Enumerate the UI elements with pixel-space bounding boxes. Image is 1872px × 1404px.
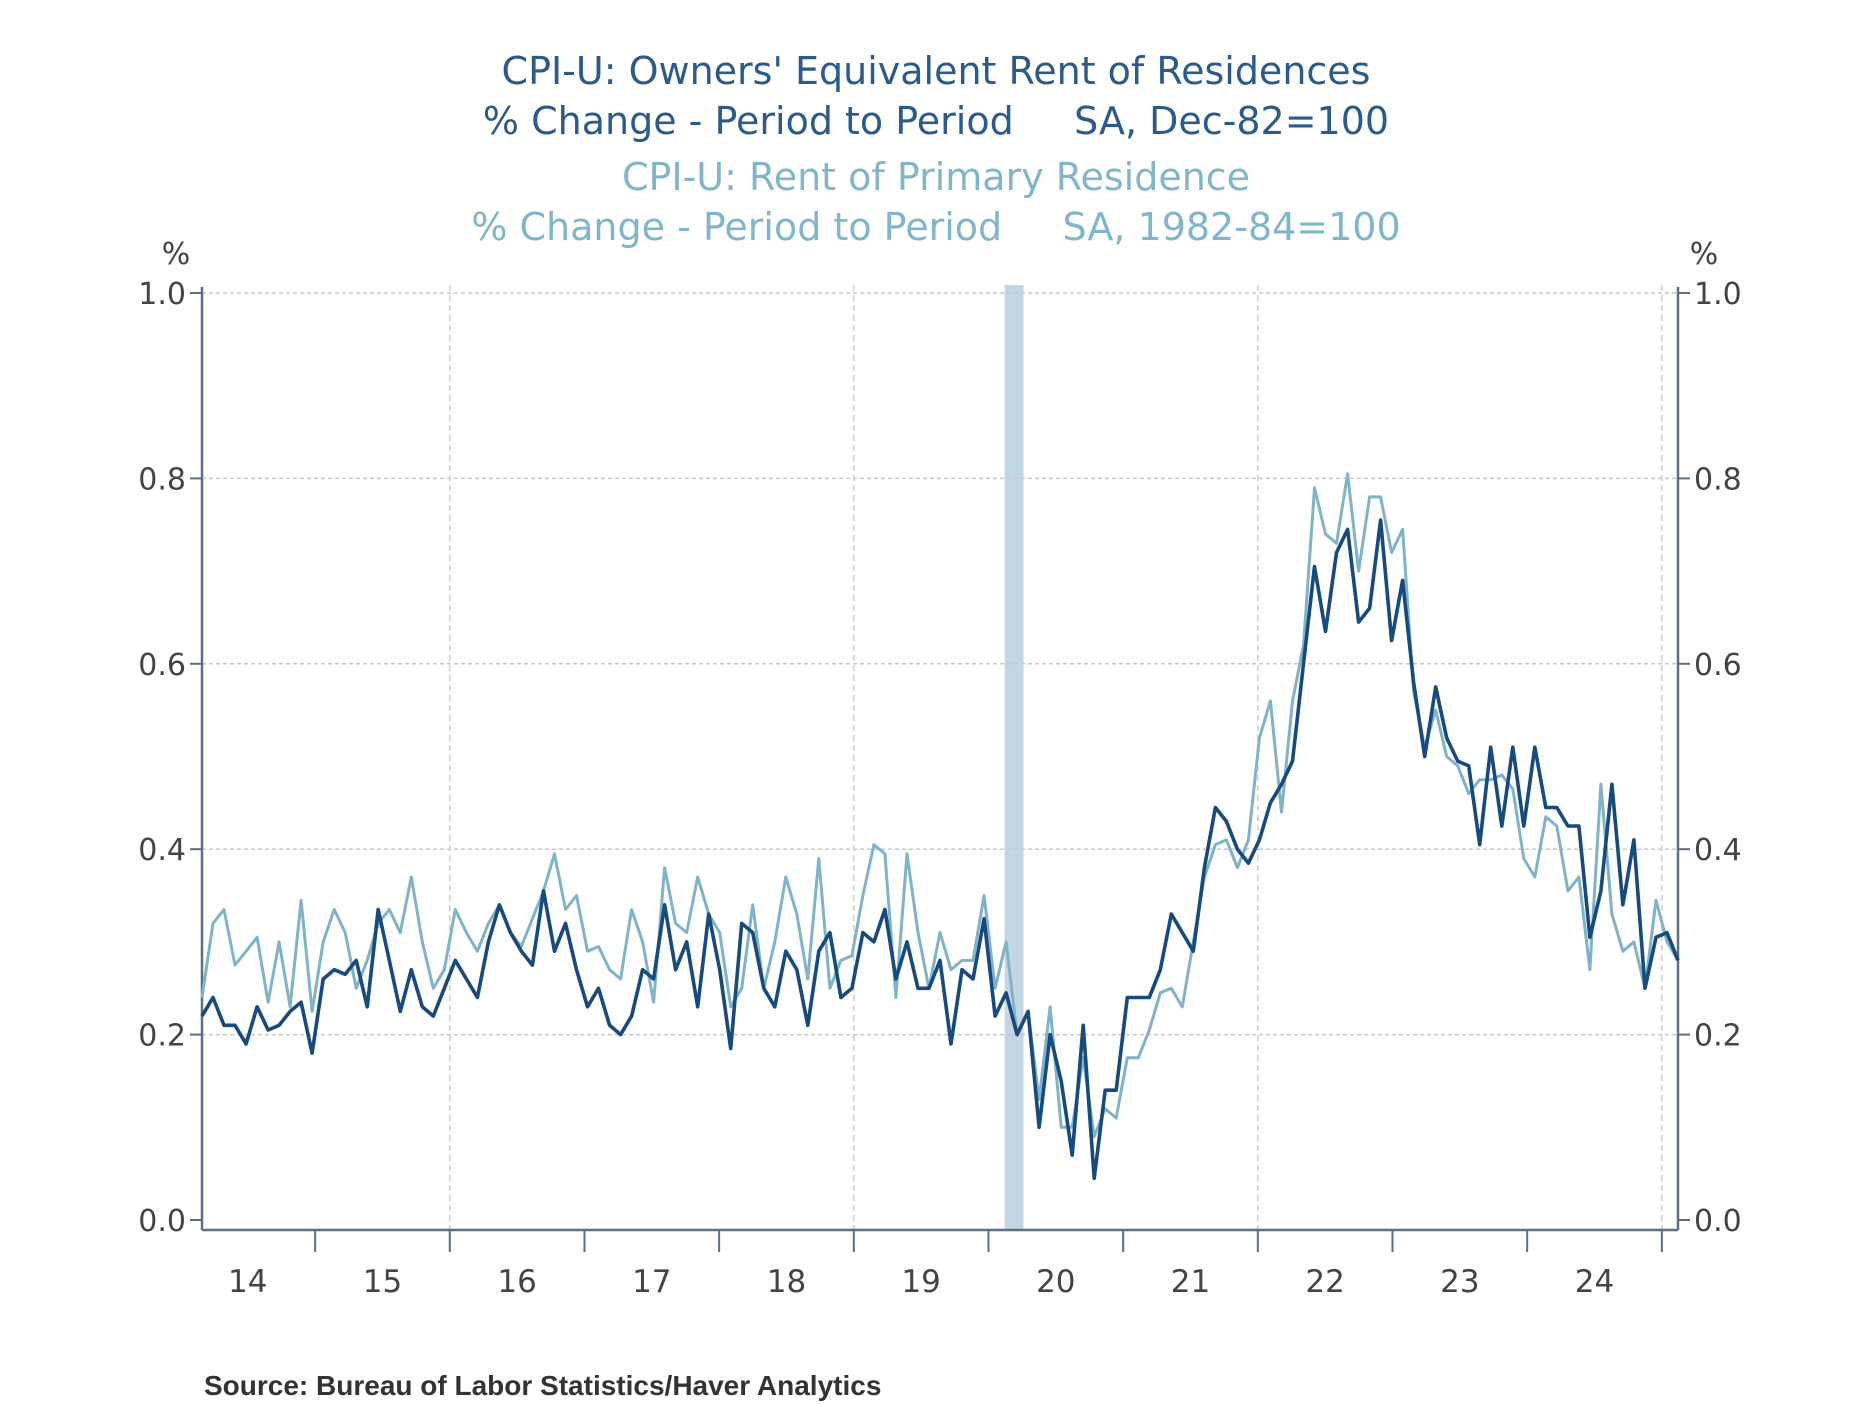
y-tick-label-left: 0.2	[138, 1019, 186, 1054]
y-tick-label-right: 0.0	[1694, 1204, 1742, 1239]
chart-title-line-3: CPI-U: Rent of Primary Residence	[621, 155, 1251, 199]
x-tick-label: 16	[497, 1264, 536, 1300]
x-tick-label: 21	[1171, 1264, 1210, 1300]
y-axis-label-left: %	[162, 237, 191, 272]
y-tick-label-left: 0.8	[138, 462, 186, 497]
y-tick-label-right: 0.6	[1694, 648, 1742, 683]
y-tick-label-right: 0.2	[1694, 1019, 1742, 1054]
x-tick-label: 19	[901, 1264, 940, 1300]
y-tick-label-left: 0.0	[138, 1204, 186, 1239]
x-tick-label: 22	[1305, 1264, 1344, 1300]
chart-title-line-4: % Change - Period to Period SA, 1982-84=…	[471, 205, 1401, 249]
x-tick-label: 18	[767, 1264, 806, 1300]
x-tick-label: 14	[228, 1264, 267, 1300]
source-note: Source: Bureau of Labor Statistics/Haver…	[204, 1370, 882, 1401]
x-tick-label: 23	[1440, 1264, 1479, 1300]
series-line-owners-equivalent-rent	[200, 518, 1680, 1181]
y-tick-label-right: 1.0	[1694, 277, 1742, 312]
x-tick-label: 15	[363, 1264, 402, 1300]
chart-title-line-2: % Change - Period to Period SA, Dec-82=1…	[482, 99, 1390, 143]
chart-title-line-1: CPI-U: Owners' Equivalent Rent of Reside…	[501, 49, 1371, 93]
y-tick-label-right: 0.4	[1694, 833, 1742, 868]
y-tick-label-left: 0.4	[138, 833, 186, 868]
x-tick-label: 24	[1575, 1264, 1614, 1300]
x-tick-label: 20	[1036, 1264, 1075, 1300]
y-tick-label-right: 0.8	[1694, 462, 1742, 497]
recession-band	[1004, 285, 1024, 1230]
y-tick-label-left: 0.6	[138, 648, 186, 683]
y-tick-label-left: 1.0	[138, 277, 186, 312]
y-axis-label-right: %	[1690, 237, 1719, 272]
x-tick-label: 17	[632, 1264, 671, 1300]
series-line-rent-primary-residence	[200, 472, 1680, 1139]
